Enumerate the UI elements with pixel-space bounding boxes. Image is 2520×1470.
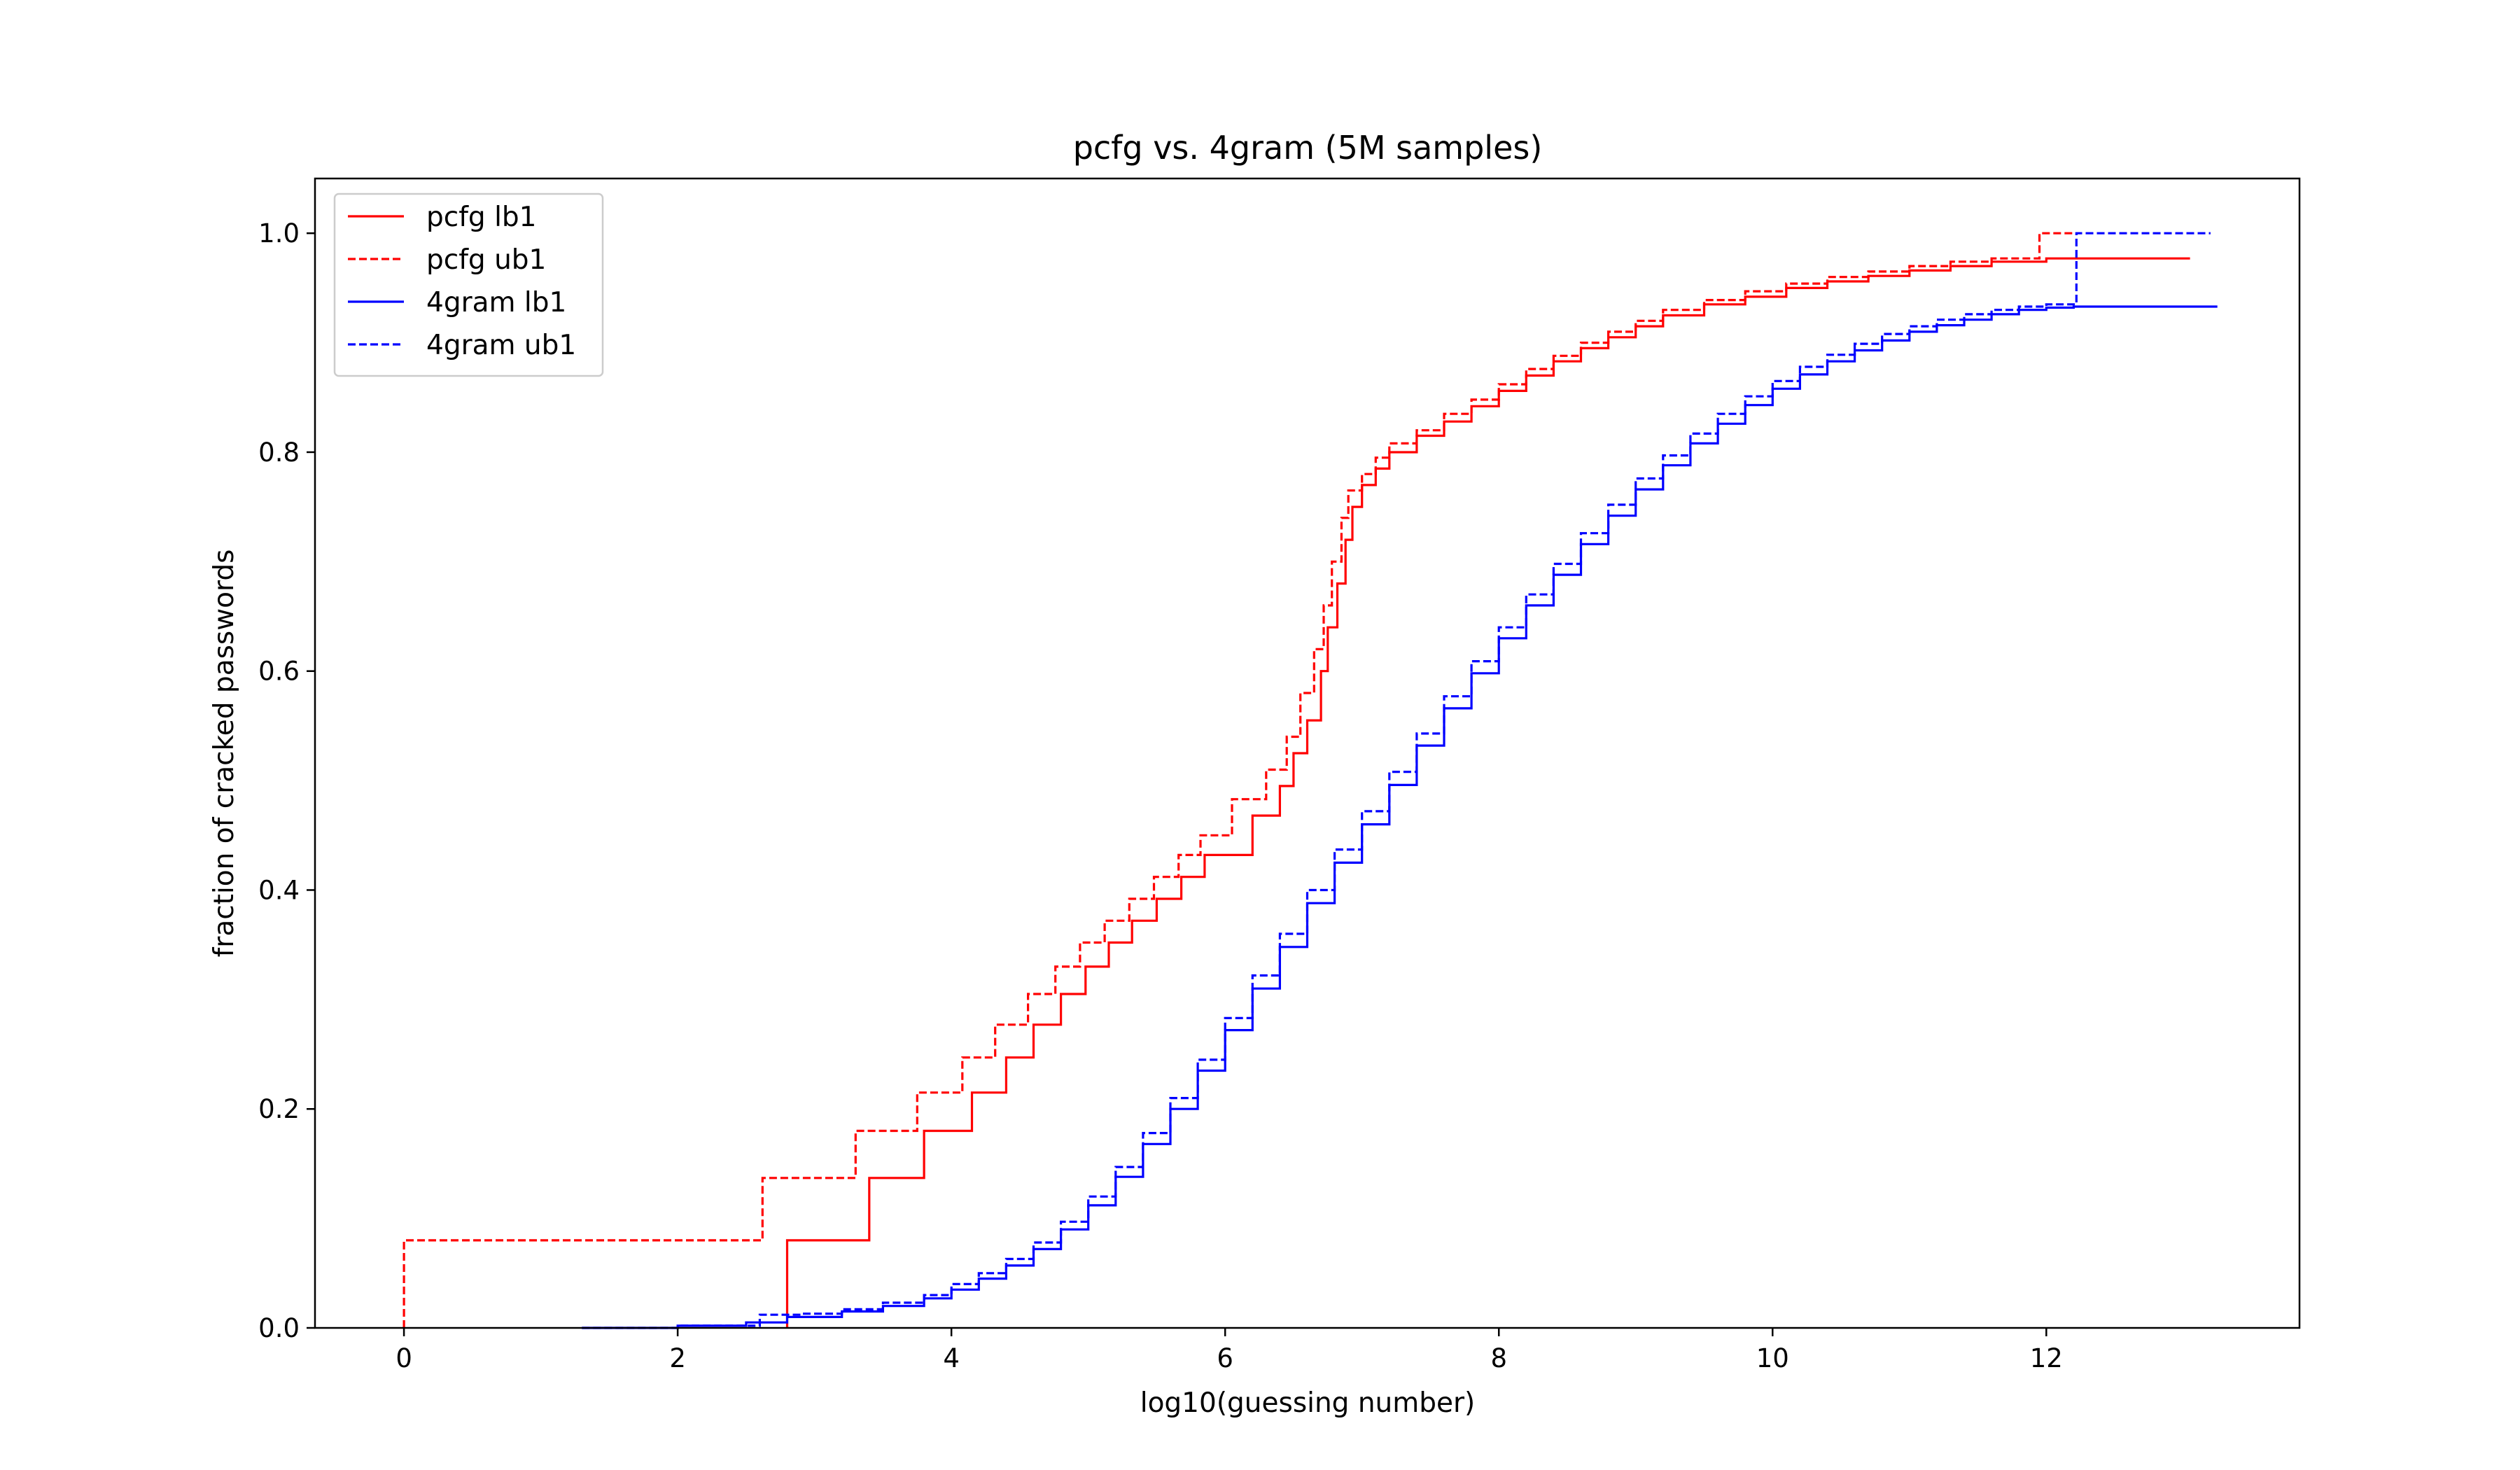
y-tick-label: 0.6 — [258, 657, 300, 687]
chart-title: pcfg vs. 4gram (5M samples) — [1073, 129, 1543, 167]
series-line-4gram-lb1 — [582, 305, 2218, 1329]
y-tick-label: 0.8 — [258, 438, 300, 468]
legend-label: pcfg lb1 — [426, 202, 537, 233]
legend-entries: pcfg lb1 pcfg ub1 4gram lb1 4gram ub1 — [348, 202, 576, 361]
legend-label: 4gram lb1 — [426, 287, 566, 318]
x-axis: 0 2 4 6 8 10 12 — [396, 1328, 2063, 1373]
x-tick-label: 6 — [1217, 1343, 1233, 1373]
x-tick-label: 12 — [2030, 1343, 2063, 1373]
legend: pcfg lb1 pcfg ub1 4gram lb1 4gram ub1 — [333, 192, 604, 377]
y-tick-label: 0.2 — [258, 1094, 300, 1124]
series-line-pcfg-lb1 — [785, 257, 2190, 1328]
x-tick-label: 2 — [669, 1343, 686, 1373]
x-tick-label: 10 — [1756, 1343, 1789, 1373]
series-line-pcfg-ub1 — [402, 232, 2074, 1328]
y-tick-label: 0.4 — [258, 875, 300, 905]
x-tick-label: 8 — [1490, 1343, 1507, 1373]
y-axis-label: fraction of cracked passwords — [209, 550, 240, 958]
legend-frame — [333, 192, 604, 377]
x-tick-label: 4 — [943, 1343, 960, 1373]
y-tick-label: 1.0 — [258, 218, 300, 248]
plot-area — [314, 177, 2301, 1329]
legend-label: pcfg ub1 — [426, 244, 546, 276]
axes-frame — [314, 177, 2301, 1329]
series-line-4gram-ub1 — [582, 232, 2211, 1329]
x-axis-label: log10(guessing number) — [1140, 1387, 1476, 1419]
y-axis: 0.0 0.2 0.4 0.6 0.8 1.0 — [258, 218, 315, 1343]
legend-label: 4gram ub1 — [426, 330, 576, 361]
x-tick-label: 0 — [396, 1343, 412, 1373]
y-tick-label: 0.0 — [258, 1313, 300, 1343]
series-layer — [402, 232, 2218, 1329]
